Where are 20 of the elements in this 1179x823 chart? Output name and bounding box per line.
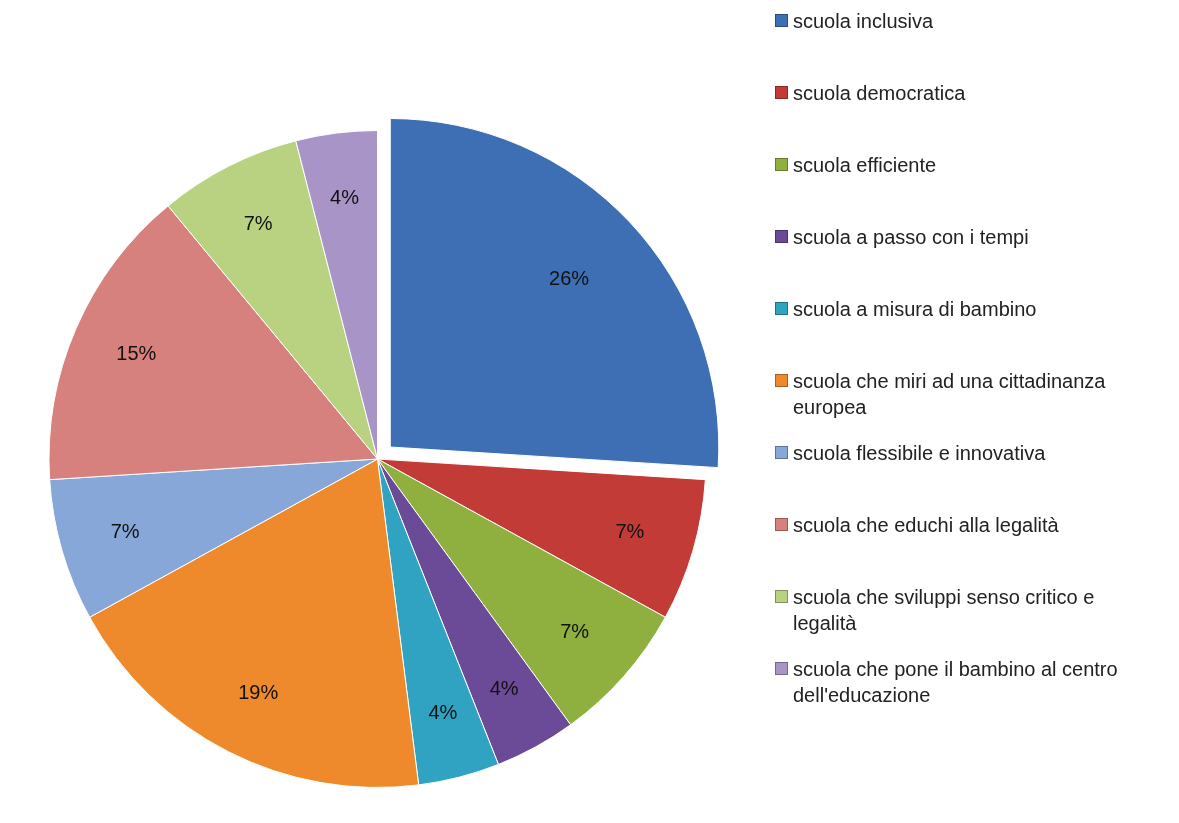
data-label: 7%	[615, 519, 645, 542]
data-label: 19%	[238, 680, 279, 703]
legend-label: scuola che sviluppi senso critico e legalità	[793, 585, 1096, 636]
data-label: 7%	[243, 212, 273, 235]
legend-label: scuola flessibile e innovativa	[793, 441, 1046, 466]
data-label: 7%	[110, 519, 140, 542]
legend-label: scuola a passo con i tempi	[793, 225, 1029, 250]
data-label: 4%	[428, 701, 458, 724]
legend-label: scuola inclusiva	[793, 9, 934, 34]
legend-label: scuola democratica	[793, 81, 966, 106]
legend-label: scuola che pone il bambino al centro dell'educazione	[793, 657, 1119, 708]
legend-label: scuola che miri ad una cittadinanza europea	[793, 369, 1107, 420]
data-label: 4%	[489, 676, 519, 699]
legend-label: scuola che educhi alla legalità	[793, 513, 1059, 538]
legend-label: scuola efficiente	[793, 153, 937, 178]
data-label: 7%	[560, 620, 590, 643]
data-label: 15%	[116, 342, 157, 365]
data-label: 4%	[330, 185, 360, 208]
data-label: 26%	[549, 266, 590, 289]
legend-label: scuola a misura di bambino	[793, 297, 1037, 322]
